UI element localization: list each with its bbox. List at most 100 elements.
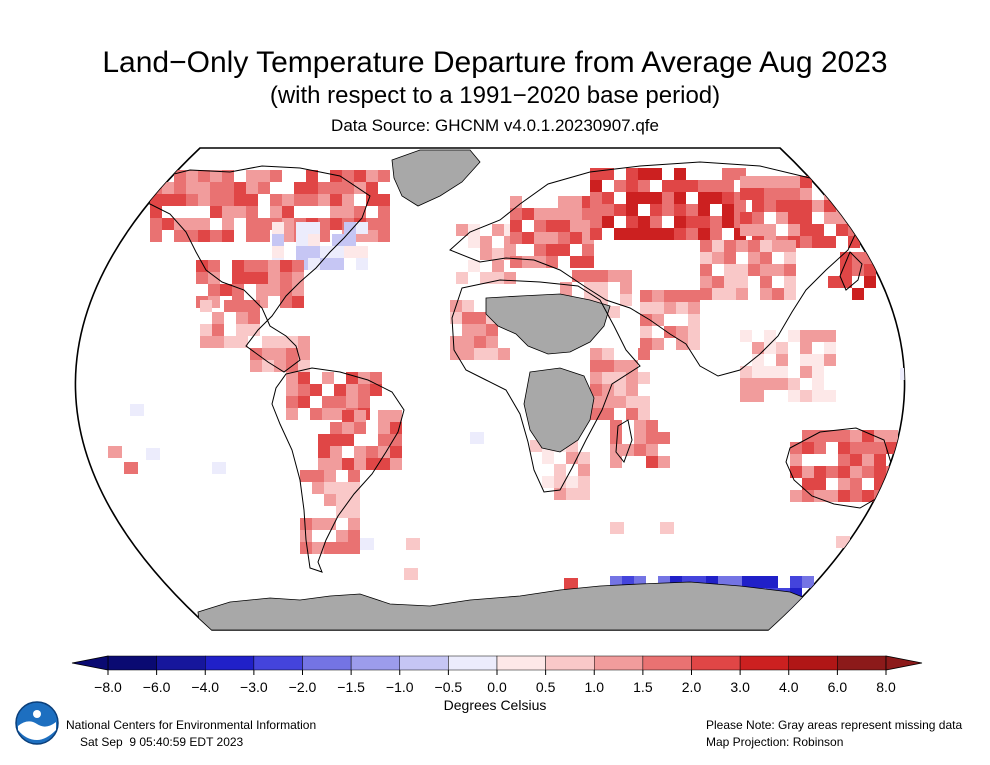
anomaly-cell <box>286 408 298 420</box>
anomaly-cell <box>674 228 686 240</box>
anomaly-cell <box>246 182 258 194</box>
station-cell <box>470 432 484 444</box>
anomaly-cell <box>602 216 614 228</box>
anomaly-cell <box>626 216 638 228</box>
anomaly-cell <box>710 180 722 192</box>
anomaly-cell <box>356 246 368 258</box>
anomaly-cell <box>814 478 826 490</box>
anomaly-cell <box>534 232 546 244</box>
anomaly-cell <box>348 542 360 554</box>
anomaly-cell <box>186 182 198 194</box>
anomaly-cell <box>634 444 646 456</box>
anomaly-cell <box>258 218 270 230</box>
anomaly-cell <box>626 168 638 180</box>
anomaly-region-brazil <box>318 410 402 470</box>
anomaly-cell <box>724 276 736 288</box>
anomaly-cell <box>700 252 712 264</box>
anomaly-cell <box>256 284 268 296</box>
anomaly-cell <box>874 430 886 442</box>
legend-swatch <box>788 655 838 671</box>
anomaly-cell <box>602 168 614 180</box>
anomaly-cell <box>776 188 788 200</box>
anomaly-cell <box>664 302 676 314</box>
anomaly-cell <box>286 372 298 384</box>
anomaly-cell <box>322 408 334 420</box>
legend-tick-label: 8.0 <box>876 679 896 695</box>
anomaly-cell <box>272 222 284 234</box>
anomaly-cell <box>262 360 274 372</box>
anomaly-cell <box>676 326 688 338</box>
anomaly-cell <box>198 170 210 182</box>
anomaly-cell <box>638 192 650 204</box>
anomaly-cell <box>334 384 346 396</box>
anomaly-cell <box>638 228 650 240</box>
anomaly-cell <box>296 222 308 234</box>
anomaly-cell <box>722 168 734 180</box>
anomaly-cell <box>722 204 734 216</box>
anomaly-cell <box>236 324 248 336</box>
anomaly-cell <box>752 342 764 354</box>
anomaly-cell <box>480 248 492 260</box>
legend-swatch <box>302 655 352 671</box>
anomaly-cell <box>222 230 234 242</box>
anomaly-cell <box>752 176 764 188</box>
anomaly-cell <box>330 170 342 182</box>
anomaly-cell <box>602 192 614 204</box>
anomaly-cell <box>366 194 378 206</box>
anomaly-cell <box>862 442 874 454</box>
anomaly-cell <box>646 444 658 456</box>
anomaly-cell <box>378 422 390 434</box>
anomaly-cell <box>590 372 602 384</box>
anomaly-cell <box>674 168 686 180</box>
station-cell <box>124 462 138 474</box>
anomaly-cell <box>590 384 602 396</box>
anomaly-cell <box>274 348 286 360</box>
anomaly-cell <box>776 378 788 390</box>
anomaly-cell <box>234 182 246 194</box>
anomaly-cell <box>306 194 318 206</box>
anomaly-cell <box>712 252 724 264</box>
anomaly-cell <box>312 482 324 494</box>
anomaly-cell <box>764 342 776 354</box>
anomaly-cell <box>578 476 590 488</box>
anomaly-cell <box>348 494 360 506</box>
anomaly-cell <box>346 384 358 396</box>
anomaly-cell <box>566 476 578 488</box>
legend-units: Degrees Celsius <box>443 697 547 713</box>
anomaly-cell <box>724 264 736 276</box>
anomaly-cell <box>366 218 378 230</box>
anomaly-cell <box>590 348 602 360</box>
legend-swatch <box>156 655 206 671</box>
anomaly-cell <box>210 230 222 242</box>
anomaly-cell <box>222 218 234 230</box>
missing-data-regions <box>197 149 831 630</box>
anomaly-cell <box>330 458 342 470</box>
anomaly-cell <box>324 542 336 554</box>
anomaly-cell <box>474 312 486 324</box>
anomaly-cell <box>864 264 876 276</box>
anomaly-cell <box>812 330 824 342</box>
anomaly-cell <box>752 212 764 224</box>
anomaly-cell <box>296 246 308 258</box>
anomaly-cell <box>748 252 760 264</box>
anomaly-region-siberia <box>590 168 746 240</box>
anomaly-cell <box>358 372 370 384</box>
anomaly-cell <box>262 348 274 360</box>
anomaly-cell <box>546 220 558 232</box>
anomaly-cell <box>546 256 558 268</box>
anomaly-cell <box>638 180 650 192</box>
anomaly-cell <box>824 330 836 342</box>
anomaly-cell <box>688 338 700 350</box>
anomaly-cell <box>802 576 814 588</box>
anomaly-cell <box>764 200 776 212</box>
anomaly-cell <box>736 240 748 252</box>
anomaly-cell <box>614 396 626 408</box>
anomaly-cell <box>336 530 348 542</box>
anomaly-cell <box>852 288 864 300</box>
anomaly-cell <box>626 228 638 240</box>
legend-swatch <box>594 655 644 671</box>
anomaly-cell <box>722 180 734 192</box>
anomaly-cell <box>650 192 662 204</box>
legend-tick-label: −1.0 <box>386 679 414 695</box>
anomaly-cell <box>358 384 370 396</box>
